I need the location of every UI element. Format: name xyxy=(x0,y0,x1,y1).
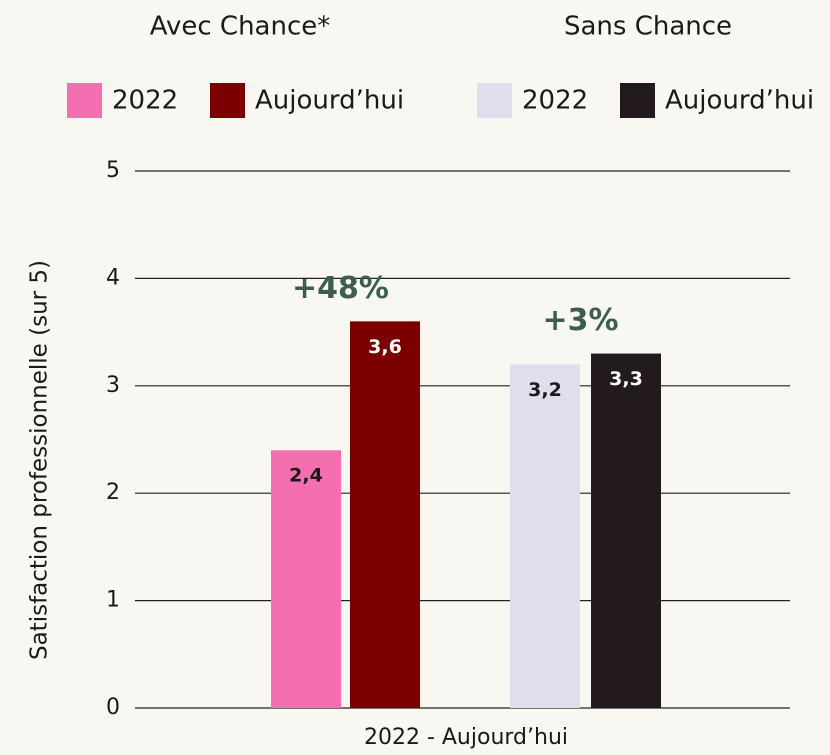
bar xyxy=(271,450,341,708)
legend-label: Aujourd’hui xyxy=(665,86,814,116)
annotation: +3% xyxy=(542,303,618,338)
value-label: 3,3 xyxy=(609,368,643,390)
y-tick-label: 3 xyxy=(106,373,120,398)
y-axis-label: Satisfaction professionnelle (sur 5) xyxy=(27,260,53,660)
value-label: 2,4 xyxy=(289,465,323,487)
bar xyxy=(591,353,661,708)
bar xyxy=(350,321,420,708)
bar xyxy=(510,364,580,708)
legend-label: 2022 xyxy=(112,86,178,116)
y-tick-label: 1 xyxy=(106,588,120,613)
x-tick-label: 2022 - Aujourd’hui xyxy=(364,725,568,750)
y-tick-label: 4 xyxy=(106,265,120,290)
y-tick-label: 0 xyxy=(106,695,120,720)
value-label: 3,6 xyxy=(368,336,402,358)
legend-swatch xyxy=(210,83,245,118)
y-tick-label: 5 xyxy=(106,158,120,183)
value-label: 3,2 xyxy=(528,379,562,401)
legend-group-title: Avec Chance* xyxy=(150,12,331,42)
legend-swatch xyxy=(620,83,655,118)
legend-label: Aujourd’hui xyxy=(255,86,404,116)
legend-label: 2022 xyxy=(522,86,588,116)
legend-swatch xyxy=(477,83,512,118)
legend-swatch xyxy=(67,83,102,118)
y-tick-label: 2 xyxy=(106,480,120,505)
legend-group-title: Sans Chance xyxy=(564,12,732,42)
annotation: +48% xyxy=(292,271,389,306)
